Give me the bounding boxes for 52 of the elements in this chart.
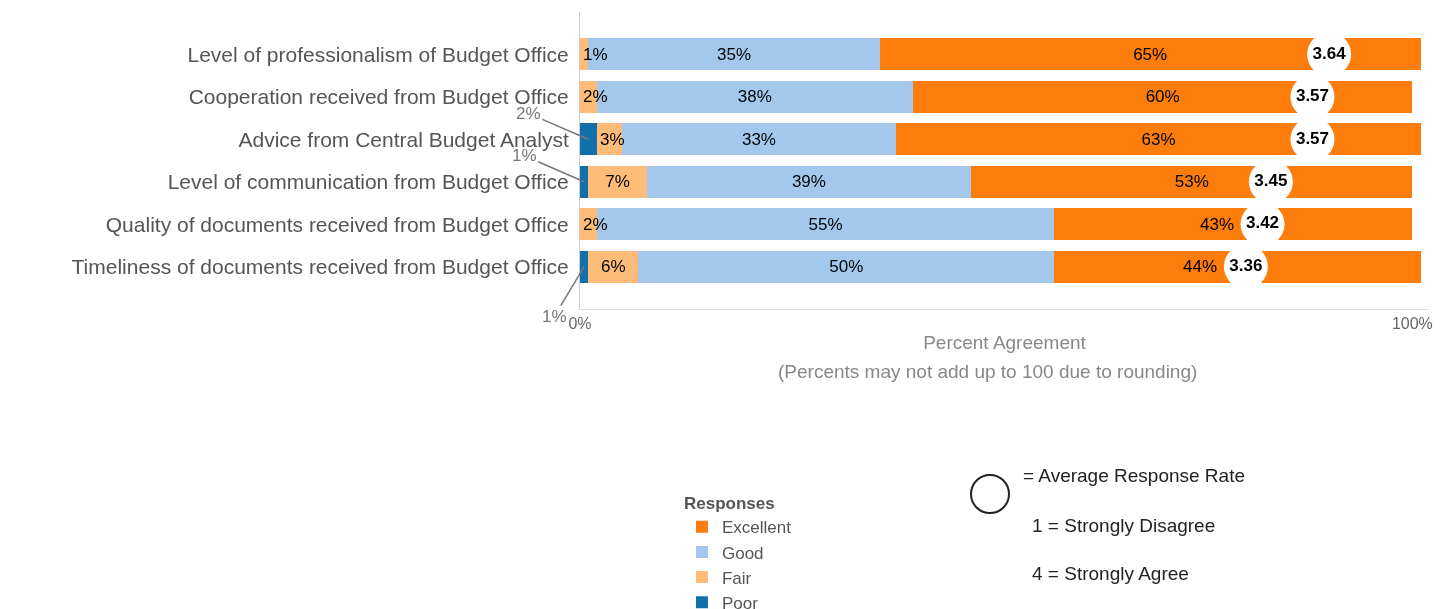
bar <box>580 165 589 198</box>
bar <box>879 38 1421 71</box>
data-label: 60% <box>1145 87 1180 107</box>
x-axis-title: Percent Agreement <box>923 332 1087 353</box>
x-tick-label: 0% <box>568 315 592 333</box>
y-tick-label: Quality of documents received from Budget Office <box>105 212 569 236</box>
bar <box>580 250 589 283</box>
legend-title: Responses <box>683 494 775 514</box>
data-label: 1% <box>542 307 567 326</box>
annotation: 3.57 <box>1295 128 1330 148</box>
annotation: 3.42 <box>1245 213 1280 233</box>
bar <box>588 165 647 198</box>
y-tick-label: Level of professionalism of Budget Office <box>187 42 569 66</box>
bar <box>971 165 1413 198</box>
bar <box>638 250 1055 283</box>
bar <box>646 165 972 198</box>
legend-label: Excellent <box>721 518 792 538</box>
legend-label: Poor <box>721 593 759 609</box>
bar <box>912 80 1413 113</box>
text: (Percents may not add up to 100 due to rounding) <box>778 361 1198 382</box>
bar <box>896 123 1421 156</box>
data-label: 38% <box>737 87 772 107</box>
data-label: 50% <box>829 257 864 277</box>
data-label: 43% <box>1200 215 1235 234</box>
text: 4 = Strongly Agree <box>1032 563 1189 584</box>
data-label: 55% <box>808 214 843 234</box>
data-label: 2% <box>583 87 608 106</box>
y-tick-label: Timeliness of documents received from Budget Office <box>71 255 569 278</box>
data-label: 53% <box>1174 172 1209 192</box>
annotation: 3.57 <box>1295 86 1330 106</box>
bar <box>580 123 597 156</box>
data-label: 1% <box>583 45 608 64</box>
data-label: 6% <box>601 257 626 277</box>
data-label: 7% <box>605 172 630 192</box>
data-label: 44% <box>1183 257 1218 276</box>
legend-label: Good <box>721 543 764 563</box>
annotation: 3.36 <box>1229 255 1263 275</box>
data-label: 3% <box>600 130 625 149</box>
data-label: 65% <box>1133 44 1168 64</box>
data-label: 35% <box>716 44 751 64</box>
data-label: 39% <box>791 172 826 192</box>
data-label: 63% <box>1141 129 1176 149</box>
data-label: 2% <box>583 215 608 234</box>
legend-label: Fair <box>721 568 752 588</box>
annotation: 3.64 <box>1312 43 1347 63</box>
text: 1 = Strongly Disagree <box>1032 515 1216 536</box>
annotation: 3.45 <box>1254 170 1288 190</box>
x-tick-label: 100% <box>1391 315 1433 333</box>
data-label: 33% <box>741 129 776 149</box>
text: = Average Response Rate <box>1023 465 1245 486</box>
data-label: 2% <box>516 104 541 123</box>
y-tick-label: Level of communication from Budget Office <box>167 170 569 194</box>
